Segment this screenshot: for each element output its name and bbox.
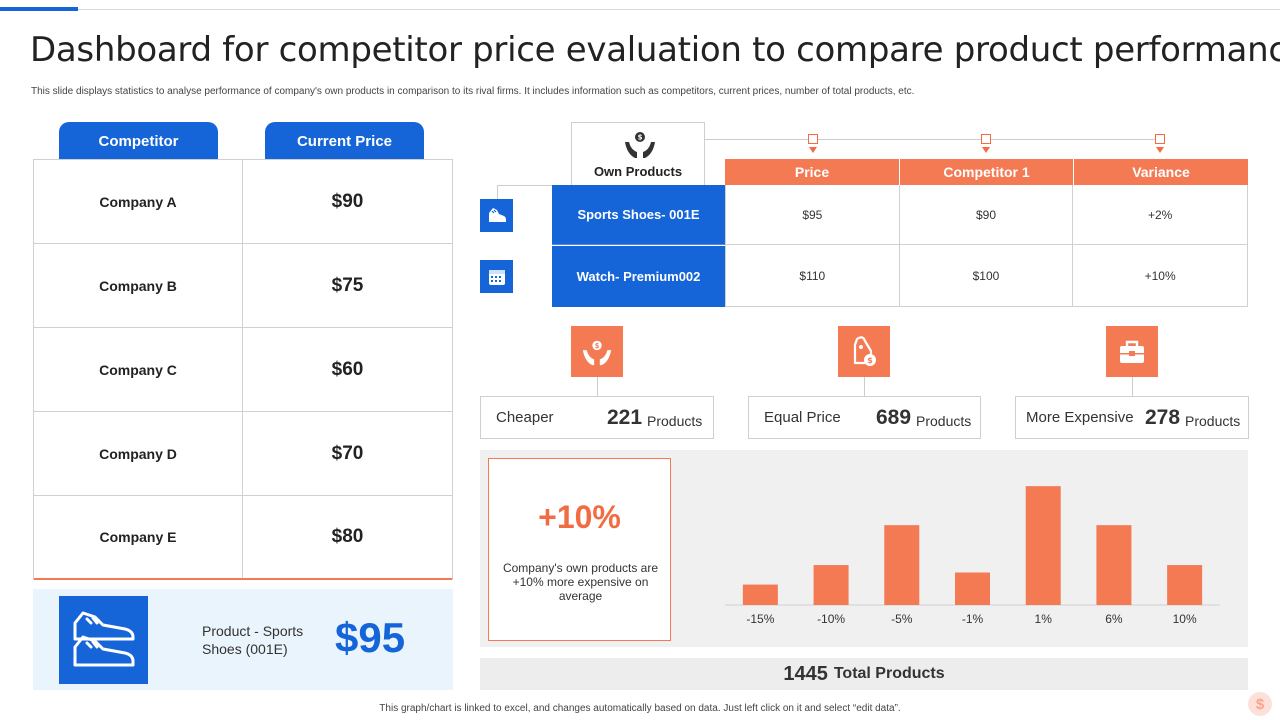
- page-subtitle: This slide displays statistics to analys…: [31, 86, 915, 97]
- watch-icon: [480, 260, 513, 293]
- x-tick-label: -15%: [746, 612, 774, 626]
- sneakers-icon: [59, 596, 148, 684]
- top-accent-bar: [0, 7, 78, 11]
- price-tag-icon: $: [838, 326, 890, 377]
- summary-unit: Products: [916, 413, 972, 429]
- summary-unit: Products: [1185, 413, 1241, 429]
- svg-text:$: $: [595, 341, 600, 349]
- competitor-price: $75: [331, 274, 364, 296]
- own-products-box: $ Own Products: [571, 122, 705, 186]
- competitor-name: Company E: [34, 496, 243, 578]
- x-tick-label: 6%: [1105, 612, 1123, 626]
- svg-text:$: $: [638, 134, 643, 142]
- marker-arrow: [809, 147, 817, 153]
- total-count: 1445: [783, 662, 828, 685]
- connector-line: [597, 377, 598, 396]
- competitor-price-cell: $100: [900, 245, 1074, 306]
- stat-card: +10% Company's own products are +10% mor…: [488, 458, 671, 641]
- column-marker: [1155, 134, 1165, 144]
- chart-bar: [1096, 525, 1132, 605]
- competitor-price-cell: $90: [900, 185, 1074, 244]
- table-row: Company E $80: [34, 496, 452, 580]
- page-title: Dashboard for competitor price evaluatio…: [30, 30, 1280, 70]
- variance-cell: +10%: [1144, 268, 1176, 283]
- footnote: This graph/chart is linked to excel, and…: [379, 703, 901, 714]
- competitor-table: Company A $90 Company B $75 Company C $6…: [33, 159, 453, 580]
- connector-line: [705, 139, 1161, 140]
- competitor-1-header: Competitor 1: [900, 159, 1073, 185]
- marker-arrow: [982, 147, 990, 153]
- summary-count: 221: [607, 406, 643, 429]
- chart-bar: [742, 584, 778, 605]
- competitor-price: $70: [331, 442, 364, 464]
- shoe-icon: [480, 199, 513, 232]
- summary-more-expensive: More Expensive 278 Products: [1015, 396, 1249, 439]
- dollar-icon: $: [1248, 692, 1272, 716]
- top-divider: [78, 9, 1280, 10]
- summary-count: 278: [1145, 406, 1181, 429]
- x-tick-label: -10%: [817, 612, 845, 626]
- connector-line: [497, 185, 552, 186]
- own-products-label: Own Products: [593, 164, 683, 179]
- competitor-price: $80: [331, 526, 364, 547]
- hands-coin-icon: $: [571, 326, 623, 377]
- marker-arrow: [1156, 147, 1164, 153]
- x-tick-label: 1%: [1035, 612, 1053, 626]
- stat-description: Company's own products are +10% more exp…: [502, 561, 659, 603]
- total-label: Total Products: [833, 665, 945, 682]
- competitor-price: $60: [331, 358, 364, 380]
- x-tick-label: 10%: [1173, 612, 1197, 626]
- current-price-header: Current Price: [265, 122, 424, 160]
- stat-value: +10%: [538, 499, 621, 535]
- comparison-table: $95 $90 +2% $110 $100 +10%: [725, 185, 1248, 307]
- competitor-name: Company D: [34, 412, 243, 495]
- x-tick-label: -5%: [891, 612, 913, 626]
- product-label: Product - Sports Shoes (001E): [202, 623, 304, 657]
- product-name: Sports Shoes- 001E: [552, 185, 725, 245]
- own-price-cell: $95: [726, 185, 900, 244]
- product-name: Watch- Premium002: [552, 246, 725, 307]
- own-price-cell: $110: [726, 245, 900, 306]
- summary-cheaper: Cheaper 221 Products: [480, 396, 714, 439]
- chart-bar: [1167, 565, 1203, 605]
- summary-count: 689: [876, 406, 912, 429]
- table-row: Company B $75: [34, 244, 452, 328]
- table-row: Company D $70: [34, 412, 452, 496]
- competitor-name: Company B: [34, 244, 243, 327]
- summary-label: More Expensive: [1026, 409, 1134, 426]
- competitor-header: Competitor: [59, 122, 218, 160]
- hands-coin-icon: $: [625, 132, 655, 158]
- competitor-price: $90: [331, 190, 364, 212]
- total-products-bar: 1445 Total Products: [480, 658, 1248, 690]
- x-tick-label: -1%: [962, 612, 984, 626]
- briefcase-icon: [1106, 326, 1158, 377]
- product-price: $95: [335, 614, 406, 661]
- variance-header: Variance: [1074, 159, 1248, 185]
- chart-bar: [1025, 486, 1061, 605]
- competitor-name: Company A: [34, 160, 243, 243]
- table-row: Company A $90: [34, 160, 452, 244]
- chart-bar: [884, 525, 920, 605]
- svg-text:$: $: [867, 356, 873, 365]
- summary-unit: Products: [647, 413, 703, 429]
- product-card: Product - Sports Shoes (001E) $95: [33, 589, 453, 690]
- column-marker: [808, 134, 818, 144]
- price-header: Price: [725, 159, 899, 185]
- competitor-name: Company C: [34, 328, 243, 411]
- variance-cell: +2%: [1147, 207, 1173, 222]
- table-row: $110 $100 +10%: [726, 245, 1247, 306]
- table-row: $95 $90 +2%: [726, 185, 1247, 245]
- summary-label: Cheaper: [496, 409, 554, 426]
- table-row: Company C $60: [34, 328, 452, 412]
- chart-bar: [813, 565, 849, 605]
- variance-bar-chart: -15% -10% -5% -1% 1% 6% 10%: [725, 486, 1220, 626]
- connector-line: [864, 377, 865, 396]
- summary-label: Equal Price: [764, 409, 841, 426]
- connector-line: [1132, 377, 1133, 396]
- column-marker: [981, 134, 991, 144]
- summary-equal: Equal Price 689 Products: [748, 396, 981, 439]
- chart-bar: [955, 572, 990, 605]
